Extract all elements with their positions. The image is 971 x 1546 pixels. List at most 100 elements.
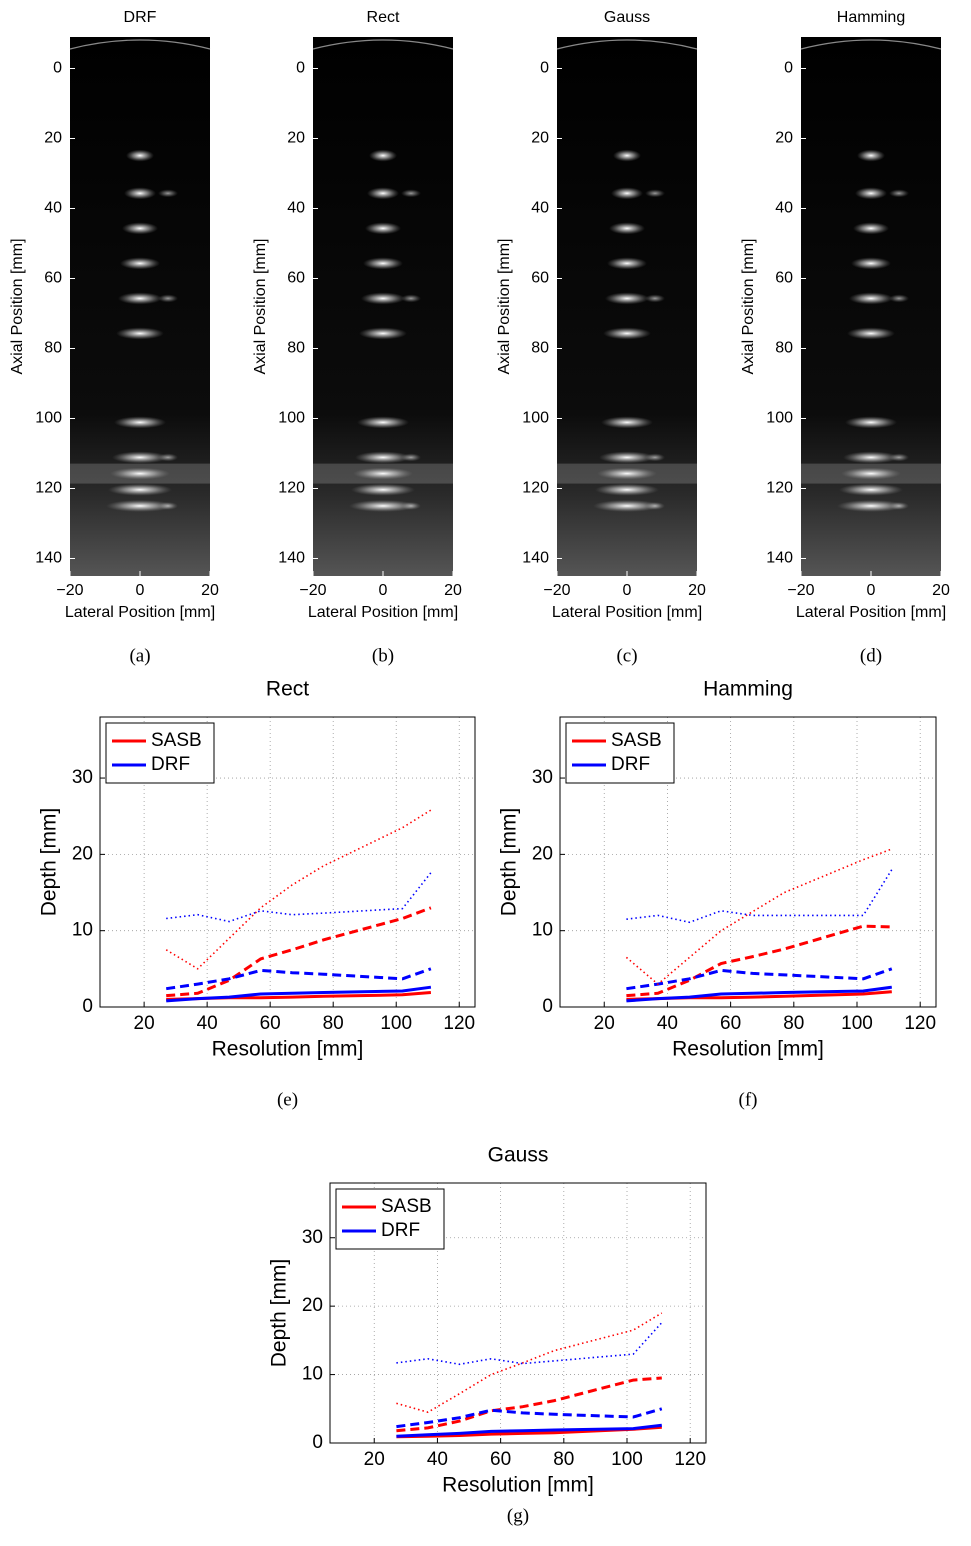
series-line	[396, 1322, 663, 1366]
y-tick-label: 80	[44, 340, 62, 357]
x-tick-label: 100	[841, 1013, 873, 1034]
scatterer	[118, 292, 162, 305]
x-tick-label: 60	[720, 1013, 741, 1034]
scatterer	[401, 189, 421, 198]
scatterer	[845, 416, 897, 429]
scatterer	[837, 499, 905, 512]
scatterer	[357, 416, 409, 429]
scatterer	[889, 453, 909, 462]
x-tick-label: 80	[553, 1449, 574, 1470]
scatterer	[597, 467, 657, 480]
scatterer	[645, 189, 665, 198]
scatterer	[843, 451, 899, 464]
chart-title: Hamming	[837, 9, 905, 26]
y-tick-label: 40	[287, 200, 305, 217]
x-tick-label: 60	[490, 1449, 511, 1470]
scatterer	[351, 483, 415, 496]
y-tick-label: 0	[82, 996, 93, 1017]
y-tick-label: 0	[540, 60, 549, 77]
scatterer	[599, 451, 655, 464]
scatterer	[645, 453, 665, 462]
series-line	[396, 1407, 663, 1429]
scatterer	[857, 149, 885, 162]
series-line	[166, 985, 432, 1003]
series-line	[626, 924, 892, 998]
y-tick-label: 60	[287, 270, 305, 287]
x-tick-label: −20	[299, 582, 326, 599]
caption: (a)	[129, 645, 150, 666]
scatterer	[126, 149, 154, 162]
scatterer	[108, 483, 172, 496]
x-axis-label: Lateral Position [mm]	[65, 604, 215, 621]
scatterer	[112, 451, 168, 464]
y-tick-label: 140	[278, 550, 305, 567]
scatterer	[401, 501, 421, 510]
y-axis-label: Axial Position [mm]	[9, 238, 26, 374]
legend-box	[565, 722, 675, 784]
y-tick-label: 30	[532, 767, 553, 788]
scatterer	[359, 327, 407, 340]
scatterer	[853, 222, 889, 235]
x-tick-label: 0	[623, 582, 632, 599]
x-axis-label: Lateral Position [mm]	[552, 604, 702, 621]
transducer-arc	[556, 39, 698, 50]
scatterer	[841, 467, 901, 480]
x-tick-label: −20	[543, 582, 570, 599]
y-tick-label: 20	[44, 130, 62, 147]
caption: (g)	[507, 1505, 529, 1526]
x-tick-label: 0	[379, 582, 388, 599]
y-tick-label: 120	[766, 480, 793, 497]
y-tick-label: 100	[278, 410, 305, 427]
scatterer	[849, 292, 893, 305]
y-tick-label: 0	[312, 1432, 323, 1453]
x-tick-label: 20	[201, 582, 219, 599]
y-tick-label: 120	[278, 480, 305, 497]
y-tick-label: 40	[44, 200, 62, 217]
x-tick-label: 20	[364, 1449, 385, 1470]
x-tick-label: 20	[932, 582, 950, 599]
y-tick-label: 20	[775, 130, 793, 147]
scatterer	[355, 451, 411, 464]
axes-frame	[329, 1182, 707, 1444]
scatterer	[110, 467, 170, 480]
scatterer	[349, 499, 417, 512]
chart-title: DRF	[124, 9, 157, 26]
scatterer	[361, 292, 405, 305]
y-tick-label: 30	[72, 767, 93, 788]
y-tick-label: 20	[72, 843, 93, 864]
scatterer	[116, 327, 164, 340]
legend-label: DRF	[381, 1220, 420, 1241]
series-line	[165, 967, 432, 991]
x-axis-label: Resolution [mm]	[672, 1038, 824, 1061]
chart-title: Gauss	[488, 1144, 549, 1167]
legend-box	[335, 1188, 445, 1250]
y-tick-label: 20	[302, 1295, 323, 1316]
x-tick-label: 80	[783, 1013, 804, 1034]
series-line	[166, 872, 432, 923]
scatterer	[158, 294, 178, 303]
y-tick-label: 0	[784, 60, 793, 77]
x-tick-label: 40	[657, 1013, 678, 1034]
scatterer	[605, 292, 649, 305]
scatterer	[611, 187, 643, 200]
y-tick-label: 80	[775, 340, 793, 357]
scatterer	[603, 327, 651, 340]
y-tick-label: 20	[532, 843, 553, 864]
x-tick-label: 40	[197, 1013, 218, 1034]
scatterer	[122, 222, 158, 235]
x-tick-label: 120	[443, 1013, 475, 1034]
y-tick-label: 0	[53, 60, 62, 77]
x-tick-label: 0	[867, 582, 876, 599]
x-tick-label: 120	[674, 1449, 706, 1470]
y-tick-label: 0	[296, 60, 305, 77]
scatterer	[158, 453, 178, 462]
legend-label: DRF	[611, 754, 650, 775]
y-tick-label: 60	[531, 270, 549, 287]
scatterer	[607, 257, 647, 270]
caption: (b)	[372, 645, 394, 666]
caption: (c)	[616, 645, 637, 666]
y-tick-label: 120	[522, 480, 549, 497]
scatterer	[353, 467, 413, 480]
legend-box	[105, 722, 215, 784]
transducer-arc	[69, 39, 211, 50]
